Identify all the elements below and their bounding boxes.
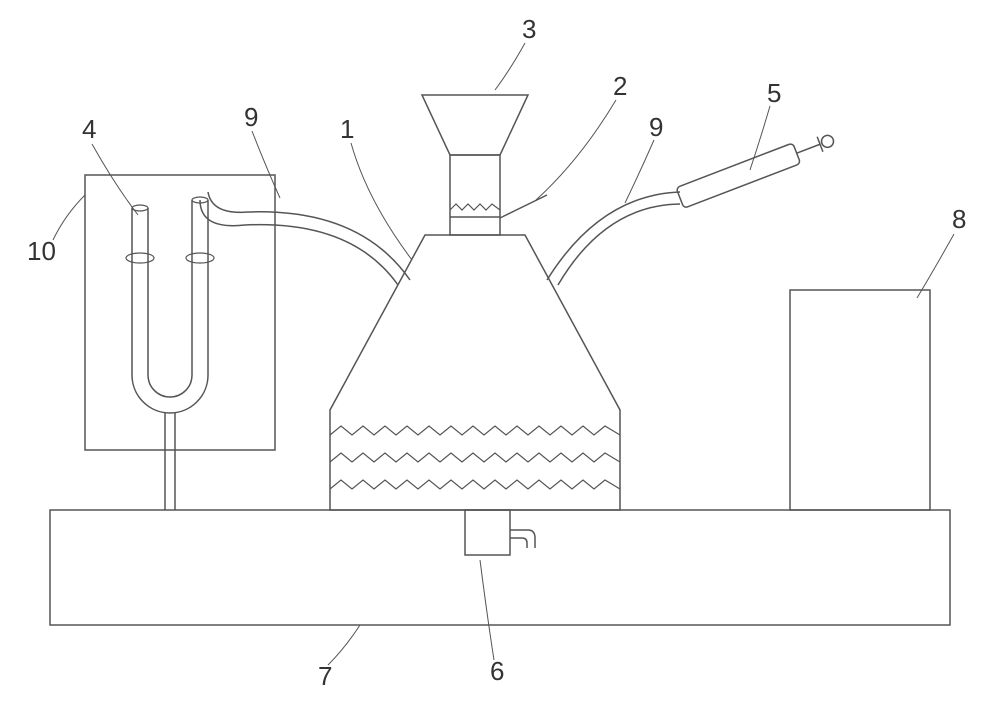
label-9-left: 9	[244, 102, 258, 132]
label-8: 8	[952, 204, 966, 234]
right-box	[790, 290, 930, 510]
body-zigzag-3	[330, 480, 620, 489]
base-platform	[50, 510, 950, 625]
technical-diagram: 1 2 3 4 5 6 7	[0, 0, 1000, 712]
label-1: 1	[340, 114, 354, 144]
labels: 1 2 3 4 5 6 7	[27, 14, 966, 691]
body-zigzag-2	[330, 453, 620, 462]
left-tube-outer	[208, 192, 410, 280]
right-tube-upper	[558, 204, 680, 285]
left-tube-inner	[200, 200, 398, 285]
label-9-right: 9	[649, 112, 663, 142]
label-3: 3	[522, 14, 536, 44]
label-6: 6	[490, 656, 504, 686]
vessel-neck	[450, 155, 500, 235]
left-box	[85, 175, 275, 450]
main-vessel	[330, 235, 620, 510]
label-7: 7	[318, 661, 332, 691]
diagram-svg: 1 2 3 4 5 6 7	[0, 0, 1000, 712]
label-4: 4	[82, 114, 96, 144]
neck-zigzag	[450, 204, 500, 210]
label-2: 2	[613, 71, 627, 101]
label-5: 5	[767, 78, 781, 108]
syringe	[676, 129, 837, 208]
funnel	[422, 95, 528, 155]
u-tube	[126, 197, 214, 510]
outlet-valve	[465, 510, 535, 555]
label-10: 10	[27, 236, 56, 266]
diagonal-indicator	[500, 195, 547, 218]
body-zigzag-1	[330, 426, 620, 435]
